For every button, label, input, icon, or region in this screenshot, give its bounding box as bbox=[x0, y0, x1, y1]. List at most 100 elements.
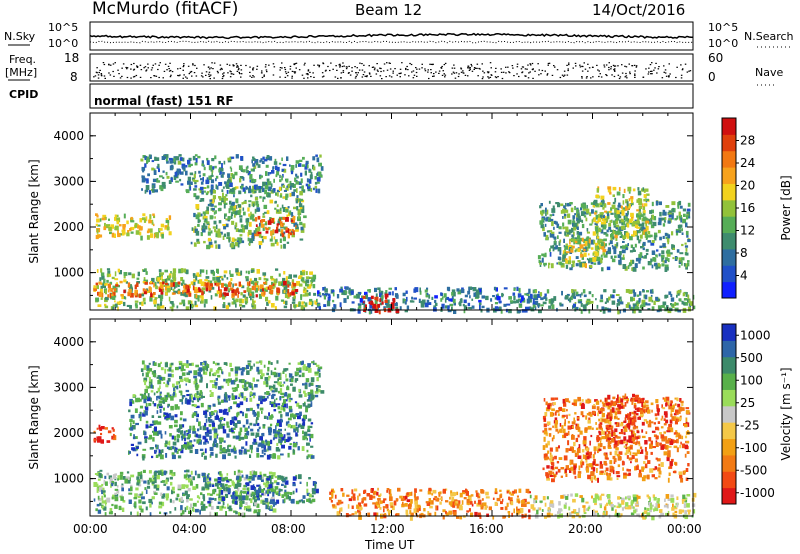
heatmap-cell bbox=[283, 289, 286, 294]
heatmap-cell bbox=[345, 286, 349, 290]
heatmap-cell bbox=[274, 475, 277, 479]
heatmap-cell bbox=[595, 256, 598, 260]
heatmap-cell bbox=[238, 476, 242, 482]
heatmap-cell bbox=[206, 206, 209, 211]
heatmap-cell bbox=[424, 289, 428, 293]
heatmap-cell bbox=[276, 166, 280, 172]
heatmap-cell bbox=[324, 286, 326, 289]
heatmap-cell bbox=[471, 298, 474, 301]
heatmap-cell bbox=[101, 483, 104, 487]
heatmap-cell bbox=[247, 477, 251, 481]
freq-mark bbox=[676, 66, 678, 68]
heatmap-cell bbox=[276, 170, 280, 176]
heatmap-cell bbox=[310, 171, 313, 175]
heatmap-cell bbox=[468, 286, 473, 290]
heatmap-cell bbox=[285, 476, 288, 480]
heatmap-cell bbox=[183, 284, 186, 289]
heatmap-cell bbox=[379, 302, 383, 306]
heatmap-cell bbox=[608, 210, 612, 213]
heatmap-cell bbox=[497, 293, 499, 297]
freq-mark bbox=[540, 73, 542, 75]
heatmap-cell bbox=[618, 230, 620, 234]
heatmap-cell bbox=[144, 155, 148, 159]
heatmap-cell bbox=[406, 305, 410, 310]
heatmap-cell bbox=[619, 251, 622, 256]
freq-mark bbox=[479, 68, 481, 70]
heatmap-cell bbox=[305, 279, 310, 284]
heatmap-cell bbox=[102, 490, 106, 493]
heatmap-cell bbox=[254, 233, 258, 237]
heatmap-cell bbox=[288, 445, 292, 450]
heatmap-cell bbox=[569, 239, 571, 245]
heatmap-cell bbox=[245, 301, 248, 305]
heatmap-cell bbox=[252, 163, 256, 167]
heatmap-cell bbox=[127, 230, 130, 234]
heatmap-cell bbox=[233, 395, 238, 400]
heatmap-cell bbox=[152, 401, 154, 405]
freq-mark bbox=[516, 66, 519, 68]
heatmap-cell bbox=[627, 223, 630, 228]
heatmap-cell bbox=[258, 277, 262, 281]
heatmap-cell bbox=[326, 300, 331, 305]
heatmap-cell bbox=[642, 211, 646, 216]
freq-mark bbox=[400, 72, 402, 74]
heatmap-cell bbox=[274, 306, 277, 310]
heatmap-cell bbox=[606, 298, 609, 303]
heatmap-cell bbox=[121, 231, 125, 236]
heatmap-cell bbox=[215, 482, 219, 487]
heatmap-cell bbox=[261, 449, 264, 454]
heatmap-cell bbox=[628, 191, 631, 194]
heatmap-cell bbox=[591, 219, 594, 224]
heatmap-cell bbox=[200, 178, 203, 181]
heatmap-cell bbox=[648, 221, 653, 225]
heatmap-cell bbox=[113, 288, 117, 291]
heatmap-cell bbox=[107, 294, 110, 298]
heatmap-cell bbox=[134, 408, 138, 413]
heatmap-cell bbox=[159, 511, 162, 514]
heatmap-cell bbox=[160, 186, 164, 192]
heatmap-cell bbox=[217, 374, 221, 378]
heatmap-cell bbox=[205, 276, 210, 279]
heatmap-cell bbox=[259, 175, 263, 178]
freq-mark bbox=[614, 65, 617, 67]
heatmap-cell bbox=[225, 511, 227, 516]
heatmap-cell bbox=[528, 288, 531, 294]
freq-mark bbox=[564, 74, 566, 76]
heatmap-cell bbox=[268, 491, 272, 494]
heatmap-cell bbox=[657, 229, 661, 234]
heatmap-cell bbox=[255, 159, 259, 163]
heatmap-cell bbox=[205, 418, 208, 423]
heatmap-cell bbox=[164, 416, 168, 420]
heatmap-cell bbox=[675, 228, 680, 231]
heatmap-cell bbox=[261, 440, 264, 444]
heatmap-cell bbox=[273, 504, 275, 507]
heatmap-cell bbox=[179, 378, 184, 383]
heatmap-cell bbox=[664, 267, 668, 272]
heatmap-cell bbox=[344, 291, 348, 294]
freq-mark bbox=[379, 67, 381, 69]
heatmap-cell bbox=[558, 226, 562, 230]
heatmap-cell bbox=[100, 268, 103, 273]
heatmap-cell bbox=[689, 301, 694, 306]
heatmap-cell bbox=[186, 445, 191, 449]
heatmap-cell bbox=[107, 430, 112, 434]
heatmap-cell bbox=[212, 489, 216, 495]
heatmap-cell bbox=[636, 213, 640, 217]
heatmap-cell bbox=[404, 309, 408, 313]
heatmap-cell bbox=[219, 275, 223, 279]
freq-mark bbox=[488, 71, 490, 73]
heatmap-cell bbox=[271, 218, 274, 223]
heatmap-cell bbox=[95, 234, 99, 240]
heatmap-cell bbox=[453, 302, 456, 306]
freq-mark bbox=[669, 73, 671, 75]
heatmap-cell bbox=[233, 290, 237, 296]
heatmap-cell bbox=[231, 480, 234, 484]
heatmap-cell bbox=[314, 488, 319, 494]
heatmap-cell bbox=[218, 437, 223, 440]
nsearch-label: N.Search bbox=[744, 30, 794, 43]
heatmap-cell bbox=[291, 218, 295, 223]
heatmap-cell bbox=[218, 493, 221, 498]
heatmap-cell bbox=[193, 273, 195, 279]
heatmap-cell bbox=[128, 492, 133, 495]
heatmap-cell bbox=[231, 220, 235, 225]
